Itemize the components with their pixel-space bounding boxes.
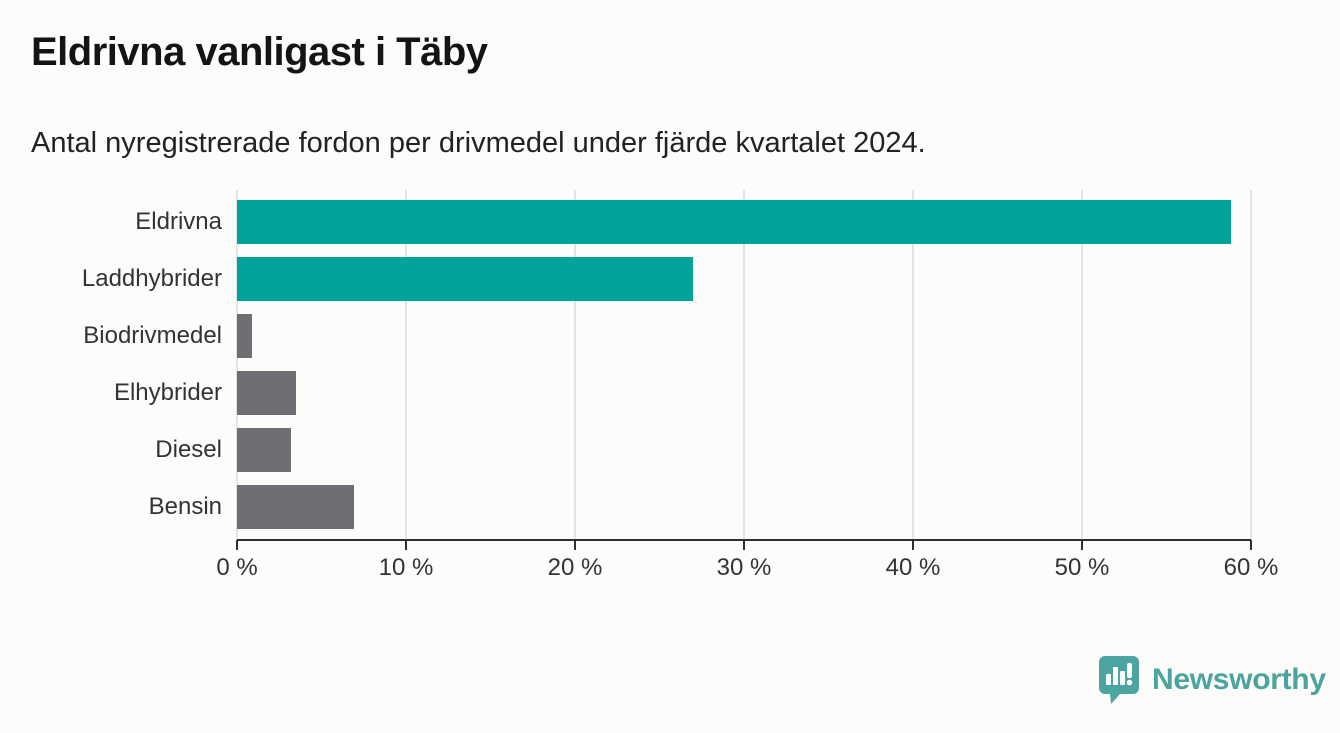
x-axis-tick-label: 30 % xyxy=(716,554,772,581)
category-label: Laddhybrider xyxy=(81,265,222,292)
x-axis-tick xyxy=(236,540,238,550)
bar xyxy=(237,485,354,529)
bar xyxy=(237,200,1231,244)
x-axis-tick-label: 20 % xyxy=(547,554,603,581)
gridline xyxy=(1081,190,1083,540)
x-axis-tick xyxy=(405,540,407,550)
gridline xyxy=(574,190,576,540)
category-label: Diesel xyxy=(155,436,222,463)
x-axis-tick xyxy=(1250,540,1252,550)
x-axis-tick-label: 60 % xyxy=(1223,554,1279,581)
category-label: Biodrivmedel xyxy=(83,322,222,349)
category-label: Bensin xyxy=(148,493,222,520)
x-axis-tick xyxy=(1081,540,1083,550)
chart-title: Eldrivna vanligast i Täby xyxy=(31,30,488,74)
x-axis-tick-label: 40 % xyxy=(885,554,941,581)
x-axis-tick xyxy=(743,540,745,550)
newsworthy-logo-icon xyxy=(1098,655,1140,705)
gridline xyxy=(912,190,914,540)
x-axis-tick-label: 10 % xyxy=(378,554,434,581)
x-axis-tick-label: 50 % xyxy=(1054,554,1110,581)
bar xyxy=(237,314,253,358)
newsworthy-brand: Newsworthy xyxy=(1098,655,1326,705)
gridline xyxy=(1250,190,1252,540)
gridline xyxy=(743,190,745,540)
x-axis-tick-label: 0 % xyxy=(216,554,258,581)
bar xyxy=(237,257,694,301)
gridline xyxy=(405,190,407,540)
newsworthy-wordmark: Newsworthy xyxy=(1152,663,1326,696)
bar xyxy=(237,371,297,415)
category-label: Eldrivna xyxy=(135,208,222,235)
gridline xyxy=(236,190,238,540)
chart-subtitle: Antal nyregistrerade fordon per drivmede… xyxy=(31,127,926,159)
x-axis-tick xyxy=(912,540,914,550)
x-axis-tick xyxy=(574,540,576,550)
bar xyxy=(237,428,292,472)
category-label: Elhybrider xyxy=(113,379,222,406)
